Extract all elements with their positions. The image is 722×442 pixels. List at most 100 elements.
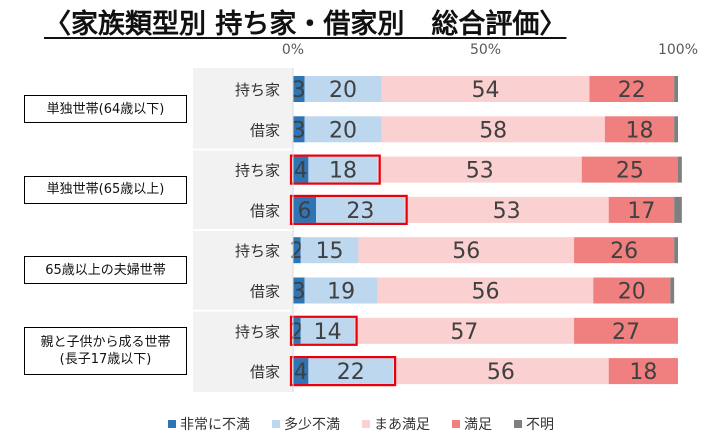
bar-segment (381, 76, 590, 102)
legend-swatch (452, 420, 460, 428)
bar-segment (293, 317, 301, 344)
data-label: 20 (618, 280, 646, 305)
bar-segment (293, 277, 305, 304)
data-label: 17 (627, 199, 655, 224)
bar-segment (308, 156, 378, 183)
bar-segment (308, 358, 394, 385)
row-category-label: 借家 (250, 121, 280, 139)
bar-segment (293, 156, 309, 183)
bar-segment (674, 196, 682, 223)
data-label: 19 (327, 280, 355, 305)
bar-segment (404, 196, 609, 223)
legend-item: 不明 (514, 414, 554, 434)
row-category-label: 持ち家 (235, 242, 280, 260)
x-tick-label: 100% (658, 42, 698, 58)
data-label: 3 (292, 280, 306, 305)
bar-segment (293, 196, 317, 223)
x-tick-label: 50% (470, 42, 501, 58)
legend-swatch (514, 420, 522, 428)
bar-segment (300, 237, 359, 264)
legend-swatch (272, 420, 280, 428)
legend-item: 満足 (452, 414, 492, 434)
legend-label: 満足 (464, 417, 492, 433)
bar-segment (300, 317, 355, 344)
bar-segment (593, 277, 671, 304)
data-label: 15 (316, 239, 344, 264)
data-label: 3 (292, 118, 306, 143)
highlight-box (289, 315, 358, 346)
bar-segment (304, 116, 382, 143)
row-category-label: 借家 (250, 283, 280, 301)
bar-segment (674, 116, 678, 143)
legend-label: 不明 (526, 417, 554, 433)
chart-title: 〈家族類型別 持ち家・借家別 総合評価〉 (44, 9, 567, 40)
bar-segment (354, 317, 575, 344)
bar-segment (381, 116, 605, 143)
bar-segment (581, 156, 678, 183)
highlight-box (289, 154, 381, 185)
data-label: 4 (294, 159, 308, 184)
data-label: 20 (329, 78, 357, 103)
bar-segment (674, 237, 678, 264)
group-label: 単独世帯(65歳以上) (24, 175, 187, 204)
bar-segment (316, 196, 405, 223)
data-label: 53 (466, 159, 494, 184)
data-label: 26 (610, 239, 638, 264)
legend: 非常に不満 多少不満 まあ満足 満足 不明 (0, 414, 722, 434)
bar-segment (293, 116, 305, 143)
bar-segment (293, 237, 301, 264)
bar-segment (377, 156, 582, 183)
data-label: 20 (329, 118, 357, 143)
data-label: 54 (472, 78, 500, 103)
row-category-label: 持ち家 (235, 323, 280, 341)
bar-segment (358, 237, 575, 264)
data-label: 25 (616, 159, 644, 184)
data-label: 18 (329, 159, 357, 184)
data-label: 6 (298, 199, 312, 224)
group-label: 親と子供から成る世帯 (長子17歳以下) (24, 326, 187, 375)
row-category-label: 借家 (250, 363, 280, 381)
data-label: 3 (292, 78, 306, 103)
bar-segment (304, 76, 382, 102)
data-label: 58 (479, 118, 507, 143)
legend-item: 多少不満 (272, 414, 340, 434)
bar-segment (608, 196, 675, 223)
data-label: 53 (493, 199, 521, 224)
group-label: 65歳以上の夫婦世帯 (24, 256, 187, 285)
row-category-label: 持ち家 (235, 162, 280, 180)
data-label: 56 (487, 360, 515, 385)
bar-segment (393, 358, 609, 385)
bar-segment (574, 317, 678, 344)
data-label: 57 (450, 320, 478, 345)
data-label: 14 (314, 320, 342, 345)
highlight-box (289, 194, 408, 225)
bar-segment (574, 237, 675, 264)
legend-swatch (362, 420, 370, 428)
x-tick-label: 0% (282, 42, 304, 58)
legend-item: まあ満足 (362, 414, 430, 434)
bar-segment (293, 358, 309, 385)
bar-segment (674, 76, 678, 102)
bar-segment (678, 156, 682, 183)
data-label: 56 (472, 280, 500, 305)
bar-segment (589, 76, 675, 102)
data-label: 22 (337, 360, 365, 385)
group-label: 単独世帯(64歳以下) (24, 95, 187, 124)
highlight-box (289, 356, 397, 387)
bar-segment (670, 277, 675, 304)
bar-segment (304, 277, 378, 304)
row-category-label: 持ち家 (235, 81, 280, 99)
legend-item: 非常に不満 (168, 414, 250, 434)
bar-segment (293, 76, 305, 102)
row-category-label: 借家 (250, 202, 280, 220)
data-label: 23 (346, 199, 374, 224)
data-label: 22 (618, 78, 646, 103)
bar-segment (604, 116, 675, 143)
data-label: 4 (294, 360, 308, 385)
data-label: 56 (452, 239, 480, 264)
legend-label: 非常に不満 (180, 417, 250, 433)
legend-label: まあ満足 (374, 417, 430, 433)
data-label: 18 (629, 360, 657, 385)
legend-label: 多少不満 (284, 417, 340, 433)
